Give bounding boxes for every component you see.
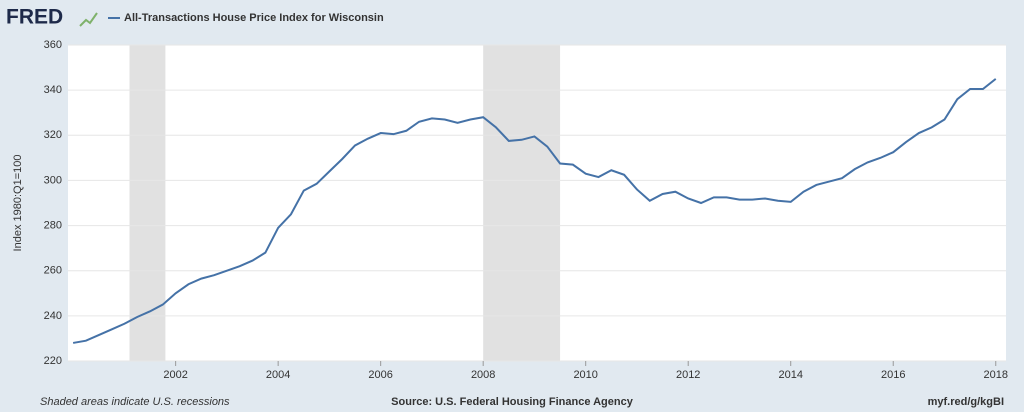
- x-tick-label: 2008: [471, 369, 495, 381]
- recession-band: [129, 45, 166, 361]
- x-tick-label: 2002: [163, 369, 187, 381]
- y-tick-label: 340: [44, 84, 62, 96]
- x-tick-label: 2014: [778, 369, 802, 381]
- legend-label: All-Transactions House Price Index for W…: [124, 12, 384, 24]
- x-tick-label: 2016: [881, 369, 905, 381]
- footer-link: myf.red/g/kgBI: [928, 396, 1004, 408]
- x-tick-label: 2006: [368, 369, 392, 381]
- y-tick-label: 240: [44, 310, 62, 322]
- series-line: [72, 78, 997, 344]
- x-tick-label: 2018: [984, 369, 1008, 381]
- y-tick-label: 260: [44, 265, 62, 277]
- x-tick-label: 2012: [676, 369, 700, 381]
- footer-note: Shaded areas indicate U.S. recessions: [40, 396, 230, 408]
- y-tick-label: 360: [44, 39, 62, 51]
- x-tick-label: 2004: [266, 369, 290, 381]
- footer-source: Source: U.S. Federal Housing Finance Age…: [391, 396, 634, 408]
- logo: FRED: [6, 6, 63, 29]
- y-tick-label: 220: [44, 355, 62, 367]
- y-tick-label: 280: [44, 219, 62, 231]
- x-tick-label: 2010: [573, 369, 597, 381]
- recession-band: [483, 45, 561, 361]
- y-tick-label: 300: [44, 174, 62, 186]
- y-axis-label: Index 1980:Q1=100: [12, 155, 24, 252]
- logo-icon: [79, 12, 98, 27]
- y-tick-label: 320: [44, 129, 62, 141]
